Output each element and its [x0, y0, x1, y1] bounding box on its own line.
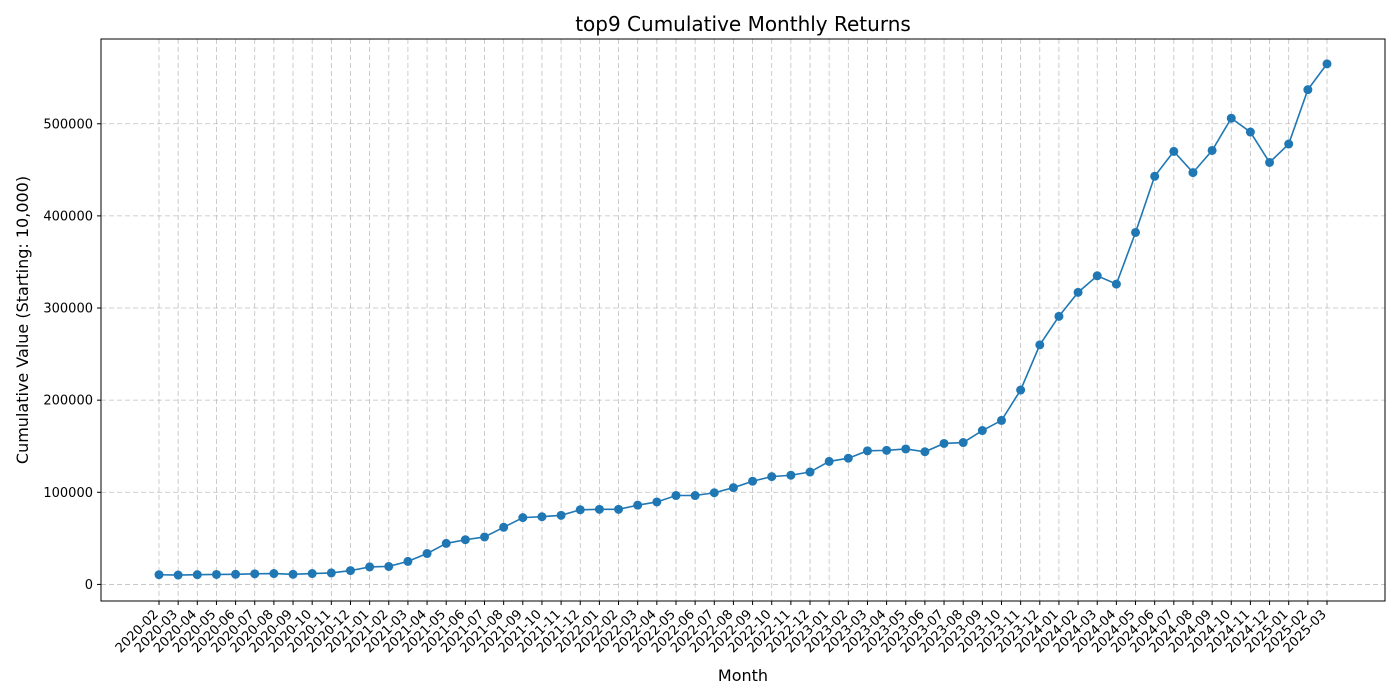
data-point — [652, 497, 662, 507]
data-point — [441, 538, 451, 548]
data-point — [537, 512, 547, 522]
data-point — [996, 415, 1006, 425]
x-axis-ticks: 2020-022020-032020-042020-052020-062020-… — [113, 601, 1330, 656]
data-point — [365, 562, 375, 572]
data-point — [518, 513, 528, 523]
data-point — [614, 504, 624, 514]
data-point — [192, 570, 202, 580]
data-point — [690, 491, 700, 501]
data-point — [671, 491, 681, 501]
data-point — [480, 532, 490, 542]
data-point — [1265, 157, 1275, 167]
data-point — [767, 472, 777, 482]
grid — [101, 39, 1385, 601]
data-point — [786, 470, 796, 480]
y-tick-label: 200000 — [43, 394, 93, 409]
data-point — [1322, 59, 1332, 69]
data-point — [1111, 279, 1121, 289]
data-point — [403, 556, 413, 566]
y-axis-ticks: 0 100000 200000 300000 400000 500000 — [43, 117, 101, 593]
data-point — [862, 446, 872, 456]
data-point — [824, 456, 834, 466]
data-point — [709, 488, 719, 498]
data-point — [843, 453, 853, 463]
data-point — [1188, 168, 1198, 178]
data-point — [1035, 340, 1045, 350]
data-point — [1245, 127, 1255, 137]
data-point — [384, 561, 394, 571]
data-point — [728, 483, 738, 493]
data-point — [288, 569, 298, 579]
y-axis-label: Cumulative Value (Starting: 10,000) — [13, 176, 32, 464]
data-point — [1303, 85, 1313, 95]
data-point — [211, 569, 221, 579]
y-tick-label: 0 — [85, 578, 93, 593]
data-point — [748, 476, 758, 486]
data-point — [1131, 227, 1141, 237]
data-point — [231, 569, 241, 579]
data-point — [1092, 271, 1102, 281]
data-point — [633, 500, 643, 510]
data-point — [1207, 145, 1217, 155]
y-tick-label: 300000 — [43, 302, 93, 317]
data-point — [939, 438, 949, 448]
plot-frame — [100, 38, 1386, 602]
y-tick-label: 400000 — [43, 209, 93, 224]
y-tick-label: 500000 — [43, 117, 93, 132]
data-point — [1054, 311, 1064, 321]
data-point — [977, 426, 987, 436]
data-point — [250, 569, 260, 579]
chart-title: top9 Cumulative Monthly Returns — [575, 12, 911, 36]
data-point — [1226, 113, 1236, 123]
data-point — [556, 510, 566, 520]
data-point — [345, 566, 355, 576]
data-point — [958, 438, 968, 448]
data-point — [1016, 385, 1026, 395]
data-point — [805, 467, 815, 477]
data-point — [326, 568, 336, 578]
data-point — [1073, 287, 1083, 297]
data-point — [422, 549, 432, 559]
data-point — [1169, 146, 1179, 156]
data-point — [901, 444, 911, 454]
series-points — [154, 59, 1332, 580]
data-point — [1284, 139, 1294, 149]
data-point — [920, 447, 930, 457]
data-point — [882, 445, 892, 455]
data-point — [594, 504, 604, 514]
y-tick-label: 100000 — [43, 486, 93, 501]
data-point — [575, 505, 585, 515]
data-point — [173, 570, 183, 580]
data-point — [460, 535, 470, 545]
data-point — [499, 522, 509, 532]
data-point — [269, 569, 279, 579]
data-point — [307, 569, 317, 579]
x-axis-label: Month — [718, 666, 768, 685]
data-point — [1150, 171, 1160, 181]
data-point — [154, 570, 164, 580]
